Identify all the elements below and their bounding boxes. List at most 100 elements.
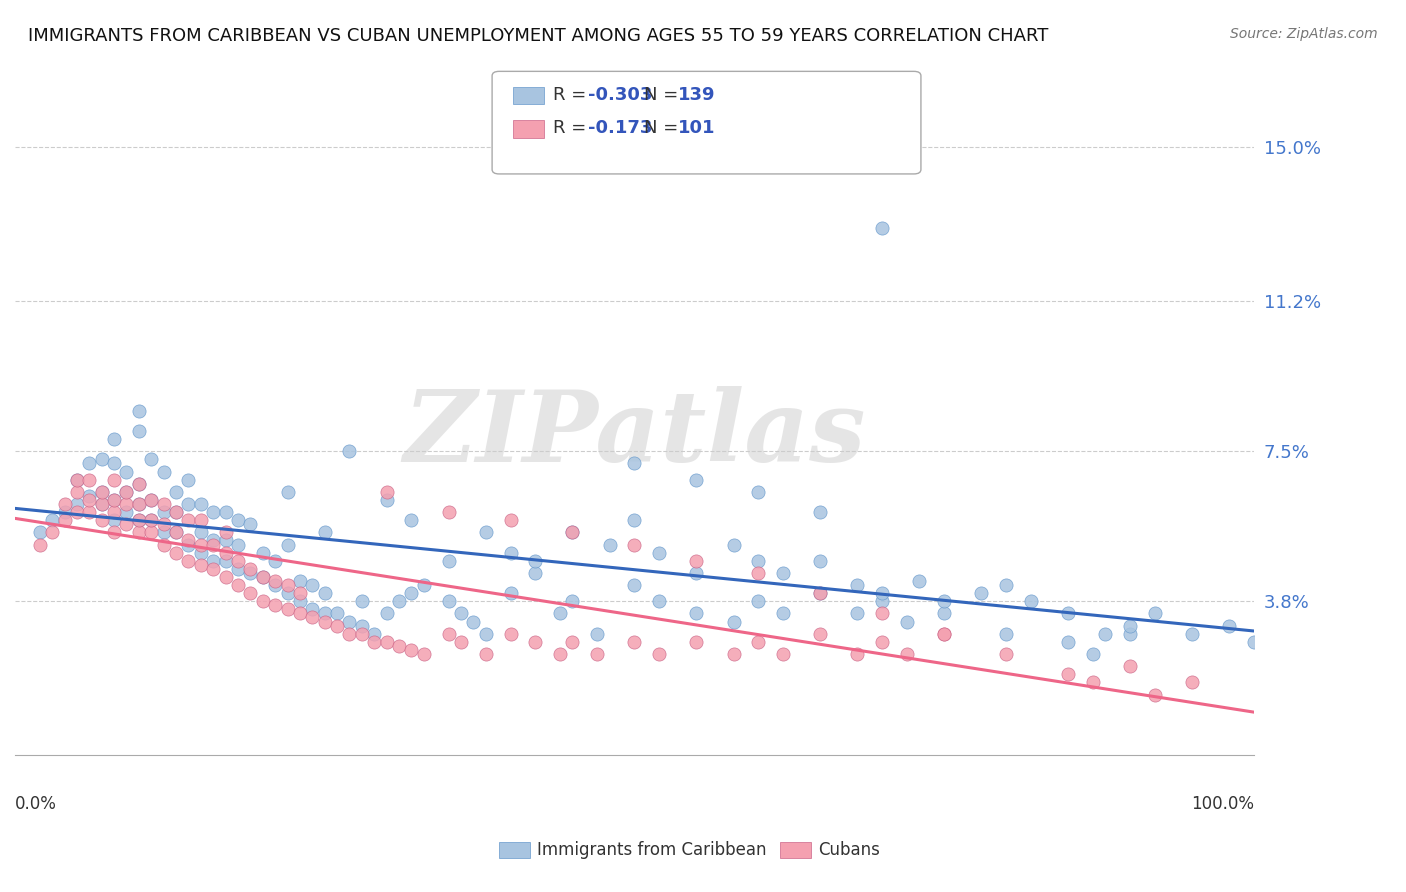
Point xyxy=(648,546,671,560)
Point xyxy=(870,594,893,608)
Point xyxy=(314,586,336,600)
Point xyxy=(723,537,745,551)
Point xyxy=(128,497,150,511)
Point xyxy=(870,635,893,649)
Point xyxy=(288,586,311,600)
Point xyxy=(28,537,51,551)
Point xyxy=(226,513,249,527)
Point xyxy=(79,505,101,519)
Point xyxy=(128,476,150,491)
Point xyxy=(747,594,769,608)
Point xyxy=(214,546,236,560)
Point xyxy=(239,517,262,532)
Point xyxy=(499,513,522,527)
Point xyxy=(177,554,200,568)
Text: -0.173: -0.173 xyxy=(588,120,652,137)
Point xyxy=(772,566,794,580)
Point xyxy=(190,537,212,551)
Point xyxy=(252,594,274,608)
Point xyxy=(412,647,434,661)
Point xyxy=(548,607,571,621)
Point xyxy=(623,457,645,471)
Point xyxy=(723,615,745,629)
Point xyxy=(474,626,496,640)
Point xyxy=(375,607,398,621)
Point xyxy=(685,554,707,568)
Point xyxy=(301,602,323,616)
Point xyxy=(177,497,200,511)
Point xyxy=(177,513,200,527)
Point xyxy=(561,594,583,608)
Point xyxy=(463,615,485,629)
Point xyxy=(90,484,112,499)
Point xyxy=(747,554,769,568)
Point xyxy=(747,566,769,580)
Point xyxy=(326,607,349,621)
Point xyxy=(1057,607,1080,621)
Point xyxy=(190,497,212,511)
Point xyxy=(1057,667,1080,681)
Point xyxy=(599,537,621,551)
Point xyxy=(1143,607,1166,621)
Point xyxy=(524,635,547,649)
Point xyxy=(623,537,645,551)
Point xyxy=(437,505,460,519)
Point xyxy=(288,574,311,588)
Point xyxy=(264,574,287,588)
Text: R =: R = xyxy=(553,120,592,137)
Point xyxy=(1243,635,1265,649)
Point xyxy=(808,505,831,519)
Point xyxy=(499,626,522,640)
Point xyxy=(66,473,89,487)
Point xyxy=(412,578,434,592)
Point xyxy=(474,647,496,661)
Text: Cubans: Cubans xyxy=(818,841,880,859)
Point xyxy=(1094,626,1116,640)
Point xyxy=(90,497,112,511)
Point xyxy=(747,635,769,649)
Point xyxy=(623,635,645,649)
Point xyxy=(115,517,138,532)
Point xyxy=(202,554,225,568)
Point xyxy=(103,492,125,507)
Point xyxy=(115,505,138,519)
Point xyxy=(239,586,262,600)
Point xyxy=(437,554,460,568)
Point xyxy=(846,607,869,621)
Point xyxy=(190,546,212,560)
Point xyxy=(66,484,89,499)
Point xyxy=(103,513,125,527)
Point xyxy=(277,484,299,499)
Point xyxy=(388,639,411,653)
Point xyxy=(288,607,311,621)
Point xyxy=(1218,618,1240,632)
Point xyxy=(401,643,423,657)
Point xyxy=(288,594,311,608)
Point xyxy=(202,505,225,519)
Point xyxy=(1119,626,1142,640)
Point xyxy=(685,635,707,649)
Point xyxy=(908,574,931,588)
Point xyxy=(685,566,707,580)
Point xyxy=(561,525,583,540)
Point xyxy=(252,570,274,584)
Point xyxy=(152,505,174,519)
Point xyxy=(165,505,187,519)
Point xyxy=(995,626,1018,640)
Point xyxy=(350,618,373,632)
Point xyxy=(103,432,125,446)
Point xyxy=(870,586,893,600)
Point xyxy=(239,562,262,576)
Point xyxy=(524,554,547,568)
Point xyxy=(314,525,336,540)
Text: ZIPatlas: ZIPatlas xyxy=(404,386,866,483)
Text: R =: R = xyxy=(553,86,592,103)
Point xyxy=(350,626,373,640)
Point xyxy=(474,525,496,540)
Point xyxy=(1181,675,1204,690)
Point xyxy=(437,626,460,640)
Point xyxy=(648,647,671,661)
Point xyxy=(375,492,398,507)
Text: 101: 101 xyxy=(678,120,716,137)
Point xyxy=(214,525,236,540)
